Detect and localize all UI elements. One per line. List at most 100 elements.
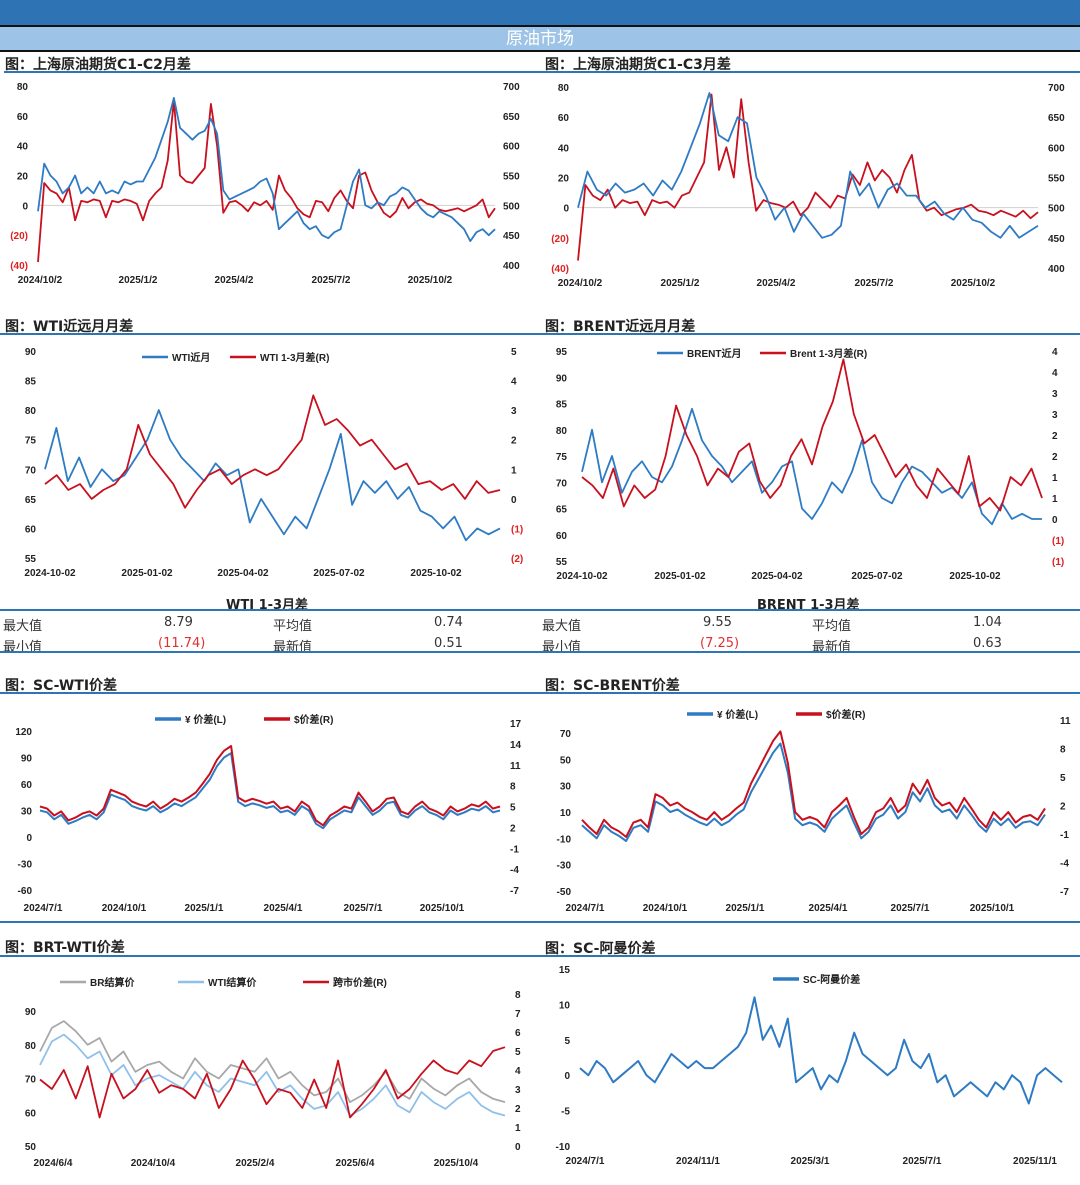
series-line-0 — [37, 100, 496, 263]
right-tick-label: 700 — [1048, 83, 1065, 94]
series-line-2 — [39, 1046, 506, 1119]
x-tick-label: 2024/10/1 — [643, 903, 688, 914]
legend-label: 跨市价差(R) — [333, 976, 387, 989]
chart-brent: 95 90 85 80 75 70 65 60 55 4 4 3 3 2 2 1 1 0 (1) (1) 2024-10… — [556, 347, 1064, 582]
left-tick-label: 80 — [556, 426, 568, 437]
right-tick-label: 17 — [510, 719, 522, 730]
right-tick-label: -7 — [510, 886, 519, 897]
x-tick-label: 2025/1/2 — [119, 275, 158, 286]
legend-label: WTI结算价 — [208, 976, 257, 989]
left-tick-label: 10 — [559, 1000, 571, 1011]
chart-title-c1: 图：上海原油期货C1-C2月差 — [5, 57, 191, 73]
left-tick-label: (40) — [551, 264, 569, 275]
left-tick-label: 40 — [17, 142, 29, 153]
chart-title-c2: 图：上海原油期货C1-C3月差 — [545, 57, 731, 73]
left-tick-label: -10 — [557, 834, 572, 845]
series-line-1 — [581, 358, 1043, 512]
left-tick-label: -60 — [18, 886, 33, 897]
legend-label: Brent 1-3月差(R) — [790, 347, 867, 360]
wti-max-label: 最大值 — [3, 619, 43, 634]
right-tick-label: 450 — [1048, 234, 1065, 245]
left-tick-label: 30 — [560, 782, 572, 793]
x-tick-label: 2024/10/2 — [18, 275, 63, 286]
x-tick-label: 2025-01-02 — [654, 571, 706, 582]
x-tick-label: 2025-10-02 — [949, 571, 1001, 582]
right-tick-label: -1 — [510, 844, 519, 855]
x-tick-label: 2024/10/2 — [558, 278, 603, 289]
right-tick-label: 500 — [1048, 204, 1065, 215]
wti-max-value: 8.79 — [164, 615, 193, 630]
right-tick-label: 5 — [1060, 773, 1066, 784]
wti-avg-label: 平均值 — [273, 619, 313, 634]
left-tick-label: 90 — [25, 1007, 37, 1018]
chart-oman: 15 10 5 0 -5 -10 2024/7/1 2024/11/1 2025/3/1 2025… — [556, 965, 1063, 1167]
left-tick-label: 60 — [25, 1108, 37, 1119]
left-tick-label: -5 — [561, 1107, 570, 1118]
series-line-0 — [39, 1020, 506, 1103]
left-tick-label: 75 — [25, 436, 37, 447]
right-tick-label: 4 — [1052, 347, 1058, 358]
right-tick-label: 500 — [503, 201, 520, 212]
right-tick-label: 4 — [515, 1066, 521, 1077]
left-tick-label: 65 — [556, 505, 568, 516]
right-tick-label: 4 — [1052, 368, 1058, 379]
brent-max-value: 9.55 — [703, 615, 732, 630]
right-tick-label: 0 — [511, 495, 517, 506]
series-line-1 — [39, 1033, 506, 1117]
series-line-1 — [37, 97, 496, 243]
right-tick-label: 2 — [1052, 452, 1058, 463]
right-tick-label: 0 — [1052, 515, 1058, 526]
x-tick-label: 2025/7/2 — [312, 275, 351, 286]
chart-brtwti: 90 80 70 60 50 8 7 6 5 4 3 2 1 0 2024/6/4 2024/10/4 2025… — [25, 976, 521, 1169]
x-tick-label: 2025/4/1 — [809, 903, 848, 914]
divider — [0, 692, 1080, 694]
x-tick-label: 2025-04-02 — [751, 571, 803, 582]
left-tick-label: 55 — [556, 557, 568, 568]
legend-label: SC-阿曼价差 — [803, 973, 860, 986]
x-tick-label: 2025/10/1 — [420, 903, 465, 914]
x-tick-label: 2024/7/1 — [566, 1156, 605, 1167]
left-tick-label: -30 — [18, 860, 33, 871]
left-tick-label: 60 — [25, 524, 37, 535]
right-tick-label: 700 — [503, 82, 520, 93]
right-tick-label: -4 — [1060, 859, 1069, 870]
chart-title-wti: 图：WTI近远月月差 — [5, 319, 134, 335]
right-tick-label: 14 — [510, 740, 522, 751]
left-tick-label: 40 — [558, 143, 570, 154]
left-tick-label: 60 — [17, 112, 29, 123]
x-tick-label: 2024/10/4 — [131, 1158, 176, 1169]
left-tick-label: 60 — [558, 113, 570, 124]
left-tick-label: (20) — [551, 234, 569, 245]
chart-title-brtwti: 图：BRT-WTI价差 — [5, 940, 125, 956]
right-tick-label: 550 — [503, 172, 520, 183]
left-tick-label: 60 — [21, 780, 33, 791]
chart-title-oman: 图：SC-阿曼价差 — [545, 941, 656, 957]
section-header: 原油市场 — [0, 27, 1080, 52]
right-tick-label: 1 — [511, 465, 517, 476]
legend-label: WTI 1-3月差(R) — [260, 351, 329, 364]
right-tick-label: 4 — [511, 377, 517, 388]
x-tick-label: 2025-10-02 — [410, 568, 462, 579]
x-tick-label: 2025/10/4 — [434, 1158, 479, 1169]
right-tick-label: 2 — [1060, 802, 1066, 813]
right-tick-label: (1) — [511, 524, 523, 535]
right-tick-label: 1 — [1052, 473, 1058, 484]
left-tick-label: 65 — [25, 495, 37, 506]
brent-avg-label: 平均值 — [812, 619, 852, 634]
divider — [0, 651, 1080, 653]
right-tick-label: (1) — [1052, 557, 1064, 568]
legend-label: $价差(R) — [826, 708, 865, 721]
x-tick-label: 2024/7/1 — [566, 903, 605, 914]
right-tick-label: 600 — [1048, 143, 1065, 154]
x-tick-label: 2025/7/2 — [855, 278, 894, 289]
left-tick-label: 70 — [556, 478, 568, 489]
x-tick-label: 2025/11/1 — [1013, 1156, 1057, 1167]
left-tick-label: -50 — [557, 887, 572, 898]
legend-label: $价差(R) — [294, 713, 333, 726]
left-tick-label: 5 — [564, 1036, 570, 1047]
right-tick-label: 2 — [510, 823, 516, 834]
left-tick-label: 0 — [563, 204, 569, 215]
x-tick-label: 2024-10-02 — [556, 571, 608, 582]
right-tick-label: 8 — [510, 782, 516, 793]
